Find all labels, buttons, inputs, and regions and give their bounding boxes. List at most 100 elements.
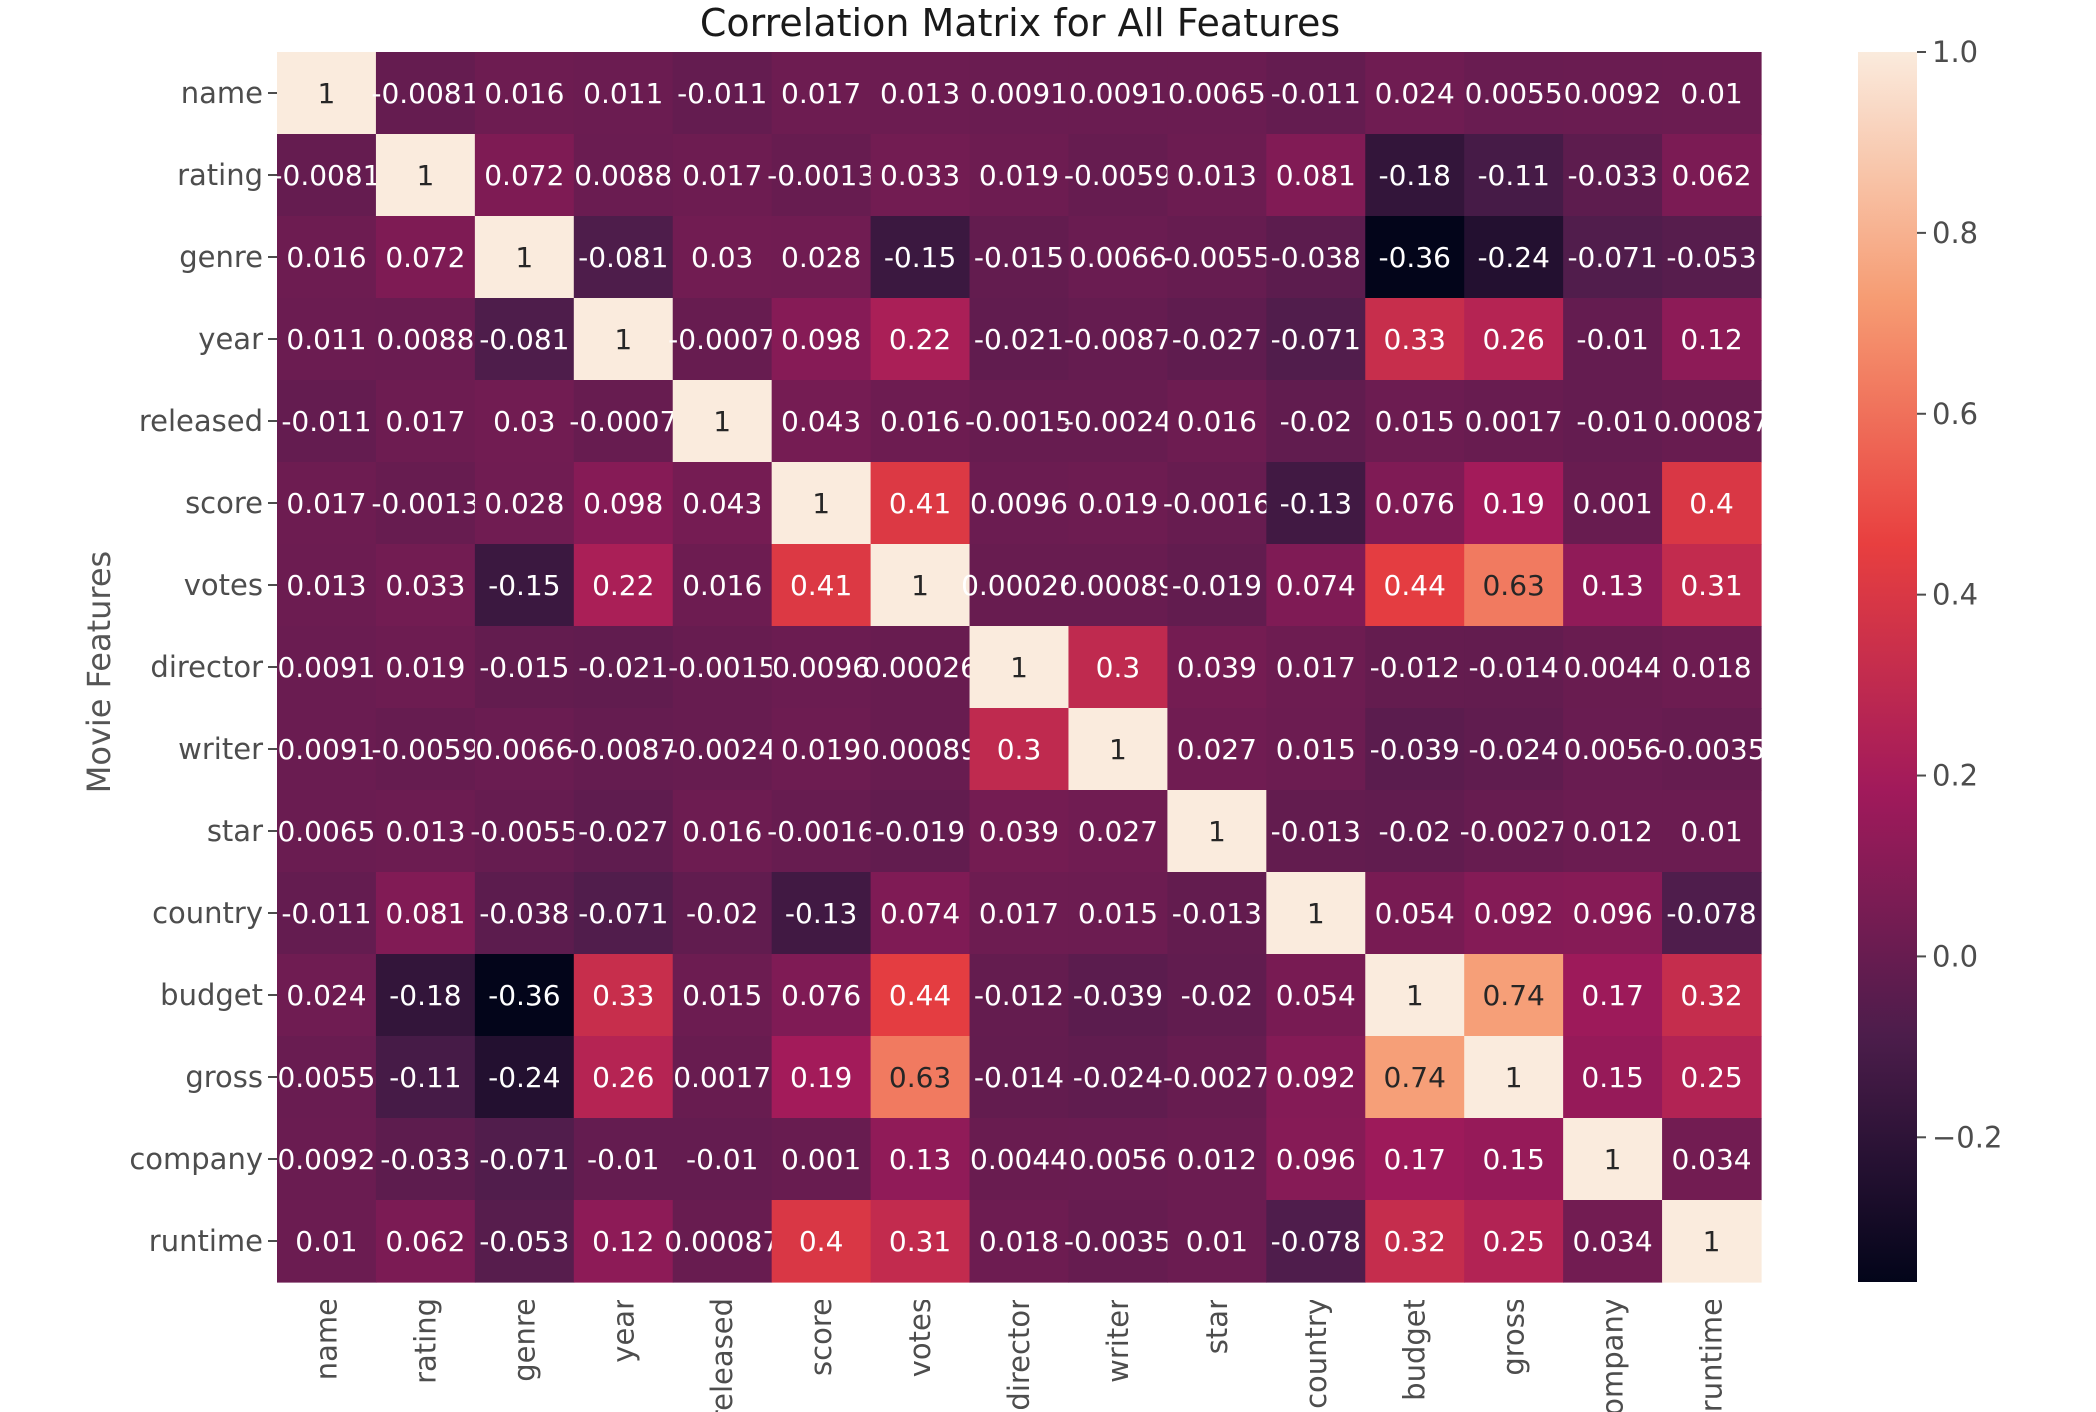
cell-value-label: 0.072 [385, 241, 465, 274]
cell-value-label: 0.4 [799, 1225, 844, 1258]
y-tick-label: budget [160, 978, 263, 1012]
cell-value-label: -0.038 [479, 897, 569, 930]
heatmap-cell [573, 872, 674, 955]
heatmap-cell [1266, 544, 1366, 627]
cell-value-label: -0.11 [389, 1061, 461, 1094]
cell-value-label: -0.0007 [569, 405, 677, 438]
cell-value-label: -0.033 [380, 1143, 470, 1176]
cell-value-label: -0.027 [578, 815, 668, 848]
cell-value-label: 0.01 [1680, 815, 1742, 848]
cell-value-label: -0.24 [488, 1061, 560, 1094]
heatmap-cell [1464, 134, 1564, 217]
heatmap-cell [1365, 1118, 1465, 1201]
cell-value-label: 0.016 [484, 77, 564, 110]
cell-value-label: 0.00026 [961, 569, 1077, 602]
cell-value-label: 0.26 [592, 1061, 654, 1094]
heatmap-cell [1167, 462, 1267, 545]
y-axis-label: Movie Features [80, 551, 118, 793]
heatmap-cell [573, 1036, 674, 1119]
cell-value-label: -0.01 [686, 1143, 758, 1176]
heatmap-cell [375, 1118, 476, 1201]
cell-value-label: -0.36 [1379, 241, 1451, 274]
cell-value-label: 0.74 [1482, 979, 1544, 1012]
x-tick-label: star [1200, 1298, 1234, 1354]
cell-value-label: -0.18 [1379, 159, 1451, 192]
heatmap-cell [1365, 298, 1465, 381]
heatmap-cell [1068, 544, 1168, 627]
cell-value-label: -0.015 [479, 651, 569, 684]
heatmap-cell [969, 298, 1070, 381]
cell-value-label: 0.092 [1276, 1061, 1356, 1094]
cell-value-label: 0.03 [691, 241, 753, 274]
heatmap-cell [1266, 52, 1366, 135]
heatmap-cell [474, 872, 575, 955]
cell-value-label: -0.02 [1181, 979, 1253, 1012]
cell-value-label: 0.12 [1680, 323, 1742, 356]
y-tick-label: name [181, 76, 263, 110]
cell-value-label: -0.01 [587, 1143, 659, 1176]
cell-value-label: -0.021 [974, 323, 1064, 356]
heatmap-cell [1365, 1200, 1465, 1283]
cell-value-label: 0.098 [583, 487, 663, 520]
cell-value-label: -0.15 [488, 569, 560, 602]
cell-value-label: 0.076 [1375, 487, 1455, 520]
cell-value-label: 0.26 [1482, 323, 1544, 356]
cell-value-label: 0.17 [1384, 1143, 1446, 1176]
heatmap-cell [1068, 1118, 1168, 1201]
cell-value-label: 1 [318, 77, 336, 110]
cell-value-label: 0.0017 [1465, 405, 1563, 438]
x-tick-label: budget [1398, 1298, 1432, 1401]
heatmap-cell [969, 380, 1070, 463]
heatmap-cell [474, 544, 575, 627]
cell-value-label: -0.0035 [1064, 1225, 1172, 1258]
cell-value-label: -0.081 [578, 241, 668, 274]
cell-value-label: -0.012 [1370, 651, 1460, 684]
cell-value-label: 0.4 [1689, 487, 1734, 520]
cell-value-label: 0.019 [1078, 487, 1158, 520]
cell-value-label: -0.0013 [371, 487, 479, 520]
cell-value-label: 0.062 [1671, 159, 1751, 192]
cell-value-label: 0.19 [1482, 487, 1544, 520]
cell-value-label: 0.015 [682, 979, 762, 1012]
cell-value-label: 0.33 [592, 979, 654, 1012]
cell-value-label: 0.027 [1078, 815, 1158, 848]
heatmap-cell [1167, 626, 1267, 709]
cell-value-label: 0.0091 [277, 733, 375, 766]
cell-value-label: -0.019 [1172, 569, 1262, 602]
cell-value-label: 0.012 [1573, 815, 1653, 848]
cell-value-label: 0.22 [592, 569, 654, 602]
cell-value-label: 0.092 [1474, 897, 1554, 930]
cell-value-label: -0.02 [686, 897, 758, 930]
cell-value-label: 0.013 [880, 77, 960, 110]
heatmap-cell [474, 1118, 575, 1201]
y-tick-label: gross [185, 1060, 263, 1094]
heatmap-cell [1662, 380, 1762, 463]
heatmap-cell [573, 462, 674, 545]
y-tick-label: rating [177, 158, 263, 192]
cell-value-label: 0.015 [1375, 405, 1455, 438]
cell-value-label: -0.013 [1271, 815, 1361, 848]
cell-value-label: 0.15 [1581, 1061, 1643, 1094]
heatmap-cell [1464, 1036, 1564, 1119]
cell-value-label: 0.027 [1177, 733, 1257, 766]
heatmap-cell [969, 1036, 1070, 1119]
heatmap-cell [1662, 1200, 1762, 1283]
cell-value-label: -0.014 [974, 1061, 1064, 1094]
heatmap-cell [771, 216, 872, 299]
heatmap-cell [1167, 134, 1267, 217]
heatmap-cell [969, 544, 1070, 627]
cell-value-label: 0.074 [1276, 569, 1356, 602]
y-tick-label: votes [184, 568, 263, 602]
cell-value-label: 0.016 [880, 405, 960, 438]
cell-value-label: 0.096 [1573, 897, 1653, 930]
heatmap-cell [969, 1118, 1070, 1201]
cell-value-label: -0.078 [1666, 897, 1756, 930]
heatmap-cell [375, 872, 476, 955]
heatmap-cell [1266, 872, 1366, 955]
cell-value-label: -0.011 [281, 405, 371, 438]
cell-value-label: 0.054 [1375, 897, 1455, 930]
heatmap-cell [672, 954, 773, 1037]
heatmap-cell [1563, 134, 1663, 217]
cell-value-label: 0.034 [1573, 1225, 1653, 1258]
heatmap-cell [277, 462, 377, 545]
